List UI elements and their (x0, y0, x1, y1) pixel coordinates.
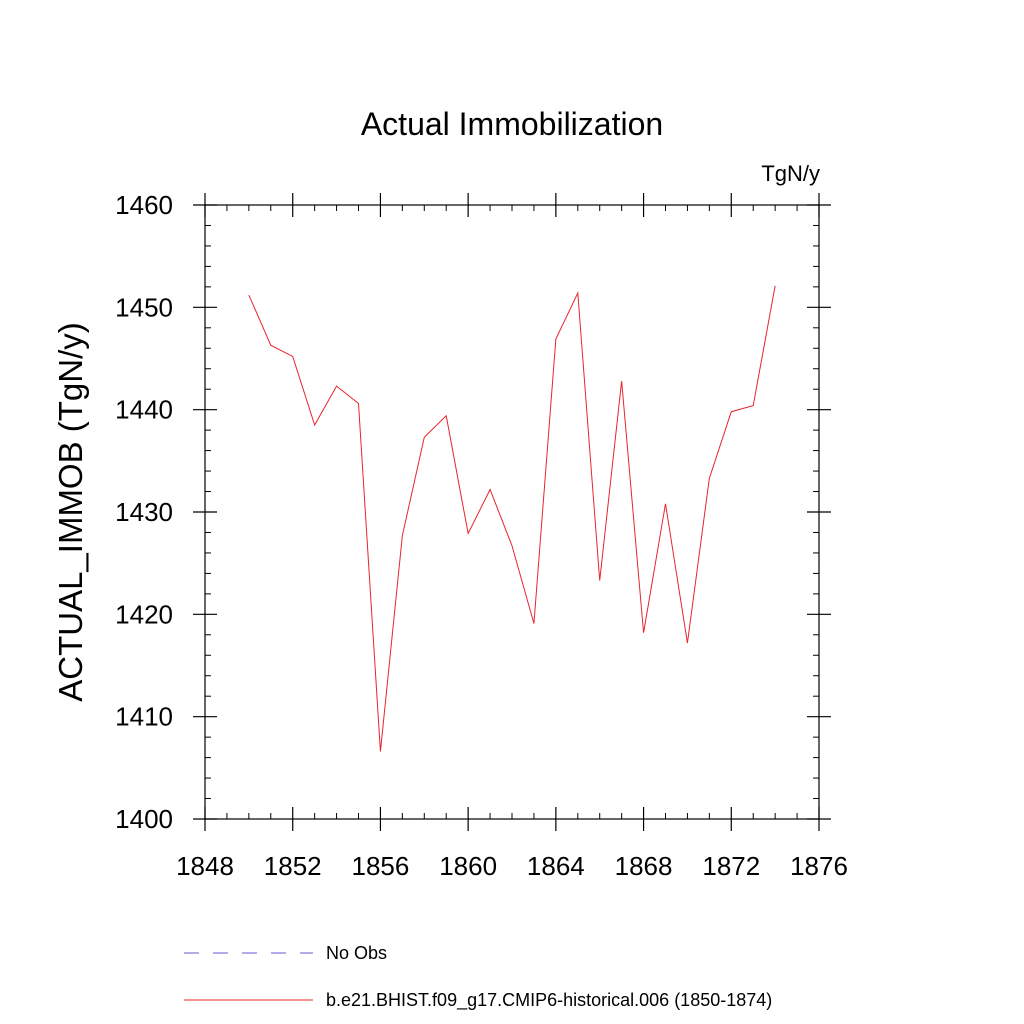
plot-frame (204, 204, 820, 820)
series-layer (248, 285, 776, 752)
x-tick-label: 1864 (527, 851, 585, 881)
x-tick-label: 1872 (702, 851, 760, 881)
legend-label-1: b.e21.BHIST.f09_g17.CMIP6-historical.006… (326, 990, 772, 1011)
y-axis-label: ACTUAL_IMMOB (TgN/y) (52, 322, 89, 702)
series-line-0 (248, 285, 776, 752)
y-tick-label: 1410 (115, 702, 173, 732)
x-tick-label: 1856 (352, 851, 410, 881)
y-tick-label: 1430 (115, 497, 173, 527)
chart-title: Actual Immobilization (361, 106, 663, 142)
y-tick-label: 1460 (115, 190, 173, 220)
y-tick-label: 1420 (115, 599, 173, 629)
x-tick-label: 1876 (790, 851, 848, 881)
minor-ticks (205, 205, 819, 819)
x-tick-label: 1852 (264, 851, 322, 881)
x-tick-label: 1848 (176, 851, 234, 881)
major-ticks (193, 193, 831, 831)
y-tick-label: 1440 (115, 395, 173, 425)
tick-labels: 1848 1852 1856 1860 1864 1868 1872 1876 1400 1410… (115, 190, 848, 881)
units-label: TgN/y (761, 161, 820, 186)
x-tick-label: 1868 (615, 851, 673, 881)
legend: No Obs b.e21.BHIST.f09_g17.CMIP6-historic… (184, 943, 772, 1011)
x-tick-label: 1860 (439, 851, 497, 881)
legend-label-0: No Obs (326, 943, 387, 963)
y-tick-label: 1400 (115, 804, 173, 834)
y-tick-label: 1450 (115, 292, 173, 322)
